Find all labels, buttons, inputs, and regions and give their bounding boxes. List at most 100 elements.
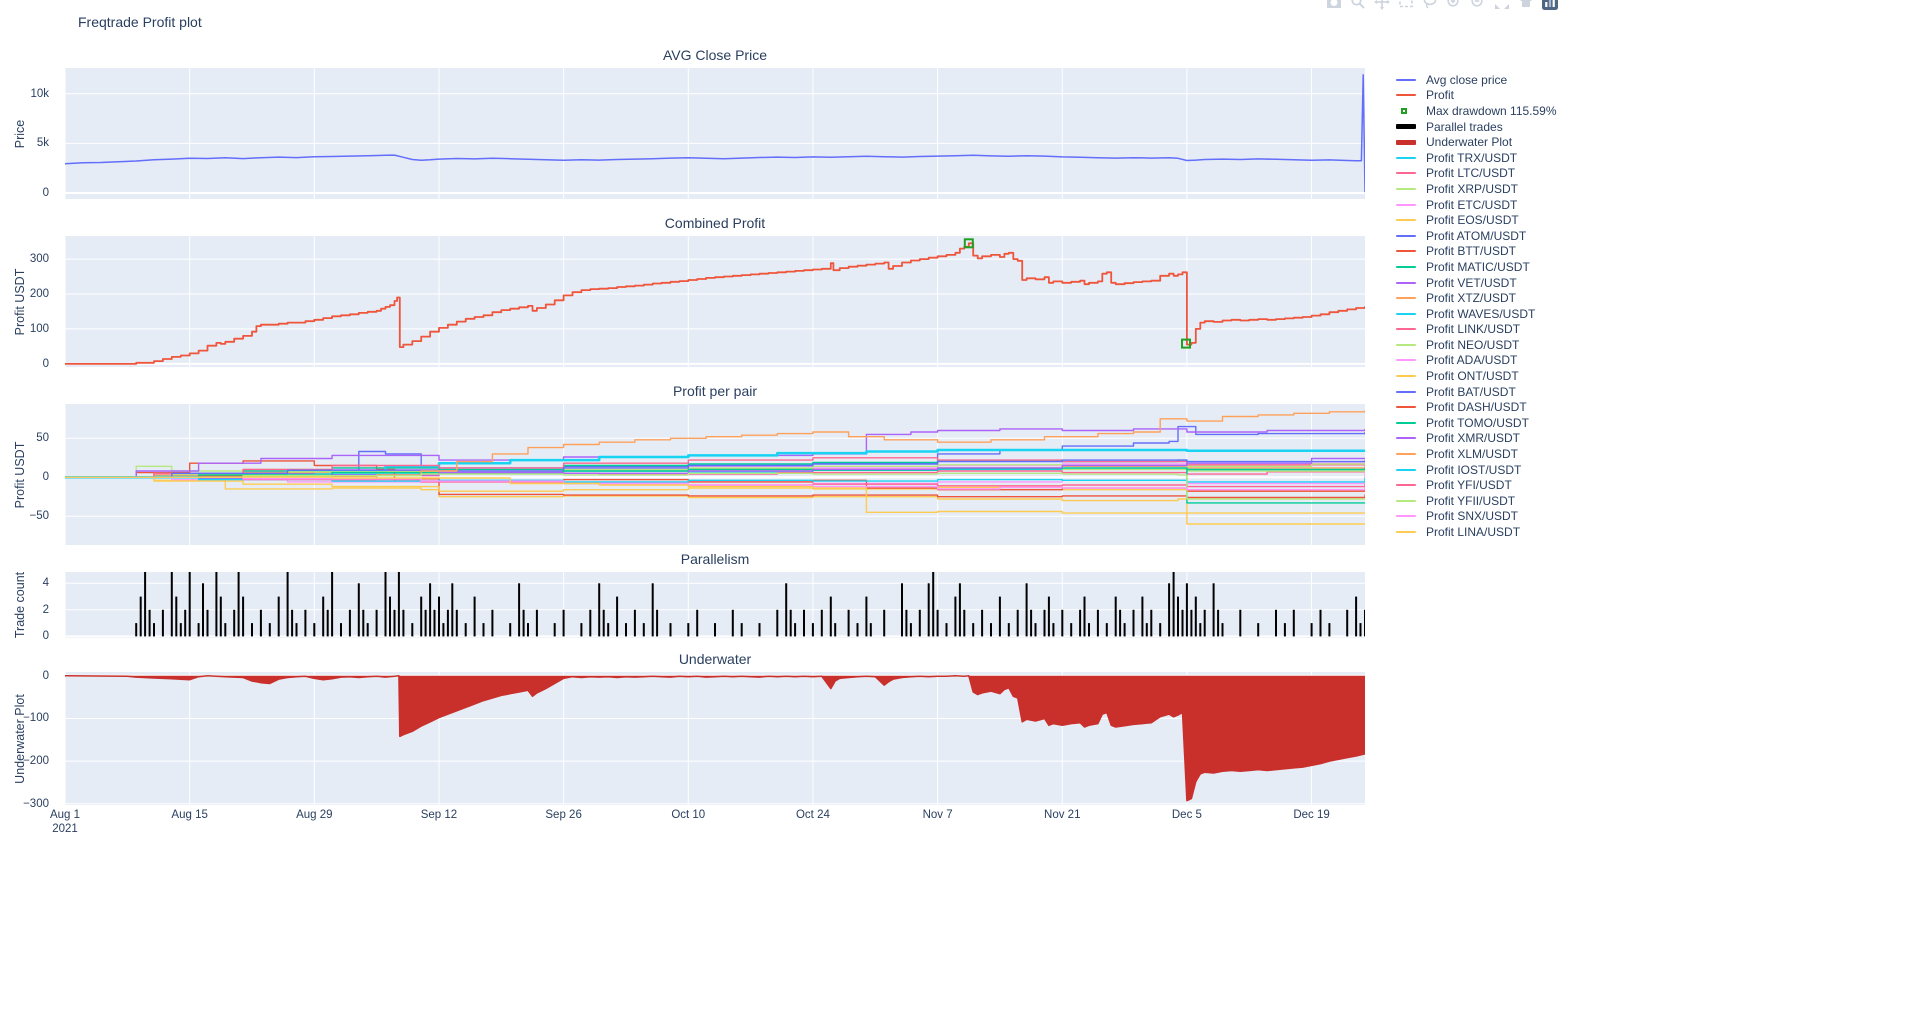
- legend-item[interactable]: Profit TOMO/USDT: [1396, 415, 1566, 431]
- zoom-icon[interactable]: [1350, 0, 1366, 10]
- subplot-profit-per-pair: Profit per pair Profit USDT −50 0 50: [13, 383, 1365, 545]
- legend-item[interactable]: Profit NEO/USDT: [1396, 337, 1566, 353]
- pan-icon[interactable]: [1374, 0, 1390, 10]
- legend-label: Profit LINK/USDT: [1426, 322, 1521, 337]
- plot-area-combined-profit[interactable]: [65, 236, 1365, 367]
- legend-label: Profit XRP/USDT: [1426, 181, 1519, 196]
- legend-line-swatch-icon: [1396, 156, 1422, 159]
- legend-item[interactable]: Profit ETC/USDT: [1396, 197, 1566, 213]
- legend-line-swatch-icon: [1396, 499, 1422, 502]
- legend-line-swatch-icon: [1396, 187, 1422, 190]
- legend-item[interactable]: Profit VET/USDT: [1396, 275, 1566, 291]
- legend-line-swatch-icon: [1396, 203, 1422, 206]
- legend-line-swatch-icon: [1396, 250, 1422, 253]
- legend-item[interactable]: Profit ATOM/USDT: [1396, 228, 1566, 244]
- plot-area-profit-per-pair[interactable]: [65, 404, 1365, 545]
- legend-line-swatch-icon: [1396, 531, 1422, 534]
- y-tick-label: 0: [42, 669, 49, 682]
- legend-item[interactable]: Profit YFI/USDT: [1396, 477, 1566, 493]
- legend-item[interactable]: Profit BTT/USDT: [1396, 244, 1566, 260]
- legend-item[interactable]: Profit XTZ/USDT: [1396, 290, 1566, 306]
- y-tick-labels: 0 −100 −200 −300: [3, 669, 57, 810]
- subplot-underwater: Underwater Underwater Plot 0 −100 −200 −300: [13, 651, 1365, 810]
- legend-label: Profit ATOM/USDT: [1426, 228, 1527, 243]
- legend-item[interactable]: Profit EOS/USDT: [1396, 212, 1566, 228]
- y-tick-label: −300: [23, 797, 49, 810]
- legend-item[interactable]: Profit ONT/USDT: [1396, 368, 1566, 384]
- legend-line-swatch-icon: [1396, 172, 1422, 175]
- plotly-logo-icon[interactable]: [1542, 0, 1558, 10]
- y-tick-label: 300: [29, 253, 49, 266]
- legend-item[interactable]: Profit ADA/USDT: [1396, 353, 1566, 369]
- legend-item[interactable]: Profit TRX/USDT: [1396, 150, 1566, 166]
- camera-icon[interactable]: [1326, 0, 1342, 10]
- legend-line-swatch-icon: [1396, 515, 1422, 518]
- legend-line-swatch-icon: [1396, 265, 1422, 268]
- legend-item[interactable]: Avg close price: [1396, 72, 1566, 88]
- legend-item[interactable]: Profit LTC/USDT: [1396, 166, 1566, 182]
- legend-label: Profit IOST/USDT: [1426, 462, 1522, 477]
- legend-item[interactable]: Profit XLM/USDT: [1396, 446, 1566, 462]
- legend-item[interactable]: Profit SNX/USDT: [1396, 509, 1566, 525]
- legend-item[interactable]: Profit LINK/USDT: [1396, 322, 1566, 338]
- legend-line-swatch-icon: [1396, 234, 1422, 237]
- legend-line-swatch-icon: [1396, 421, 1422, 424]
- subplot-avg-close-price: AVG Close Price Price 0 5k 10k: [13, 47, 1365, 199]
- y-tick-label: 100: [29, 322, 49, 335]
- figure-title: Freqtrade Profit plot: [78, 14, 202, 30]
- legend-line-swatch-icon: [1396, 219, 1422, 222]
- legend-line-swatch-icon: [1396, 390, 1422, 393]
- y-tick-label: 0: [42, 357, 49, 370]
- legend-line-swatch-icon: [1396, 484, 1422, 487]
- legend-label: Profit SNX/USDT: [1426, 509, 1519, 524]
- legend-label: Profit XLM/USDT: [1426, 447, 1519, 462]
- legend-line-swatch-icon: [1396, 328, 1422, 331]
- legend-line-swatch-icon: [1396, 139, 1422, 145]
- legend-item[interactable]: Profit LINA/USDT: [1396, 524, 1566, 540]
- subplot-title: Underwater: [678, 651, 752, 667]
- lasso-select-icon[interactable]: [1422, 0, 1438, 10]
- legend-label: Profit MATIC/USDT: [1426, 259, 1530, 274]
- y-tick-label: −50: [29, 510, 49, 523]
- legend-line-swatch-icon: [1396, 375, 1422, 378]
- y-tick-labels: 0 100 200 300: [3, 236, 57, 370]
- y-tick-label: −100: [23, 712, 49, 725]
- x-tick-label: Dec 19: [1293, 809, 1330, 821]
- legend-item[interactable]: Profit BAT/USDT: [1396, 384, 1566, 400]
- y-tick-label: 2: [42, 603, 49, 616]
- legend-label: Profit ETC/USDT: [1426, 197, 1518, 212]
- x-axis-labels: Aug 1 2021 Aug 15 Aug 29 Sep 12 Sep 26 Oct 10 O…: [50, 808, 1365, 842]
- legend-label: Profit ONT/USDT: [1426, 369, 1519, 384]
- box-select-icon[interactable]: [1398, 0, 1414, 10]
- subplot-title: Parallelism: [680, 551, 750, 567]
- legend-item[interactable]: Profit XRP/USDT: [1396, 181, 1566, 197]
- legend-item[interactable]: Profit: [1396, 88, 1566, 104]
- zoom-out-icon[interactable]: [1470, 0, 1486, 10]
- legend-item[interactable]: Max drawdown 115.59%: [1396, 103, 1566, 119]
- plot-area-avg-close-price[interactable]: [65, 68, 1365, 199]
- legend-item[interactable]: Profit MATIC/USDT: [1396, 259, 1566, 275]
- legend-item[interactable]: Parallel trades: [1396, 119, 1566, 135]
- drawdown-square-marker-icon: [1396, 107, 1422, 114]
- legend-item[interactable]: Underwater Plot: [1396, 134, 1566, 150]
- y-tick-label: 0: [42, 187, 49, 200]
- plot-area-parallelism[interactable]: [65, 572, 1365, 638]
- legend-item[interactable]: Profit WAVES/USDT: [1396, 306, 1566, 322]
- plot-area-underwater[interactable]: [65, 672, 1365, 805]
- legend-label: Profit YFII/USDT: [1426, 493, 1516, 508]
- x-tick-label: Oct 10: [671, 809, 706, 821]
- legend-line-swatch-icon: [1396, 94, 1422, 97]
- legend-label: Profit XMR/USDT: [1426, 431, 1521, 446]
- legend-item[interactable]: Profit DASH/USDT: [1396, 399, 1566, 415]
- legend-label: Profit BTT/USDT: [1426, 244, 1517, 259]
- legend-label: Profit LINA/USDT: [1426, 525, 1521, 540]
- zoom-in-icon[interactable]: [1446, 0, 1462, 10]
- legend-item[interactable]: Profit YFII/USDT: [1396, 493, 1566, 509]
- y-tick-label: 4: [42, 577, 49, 590]
- reset-axes-icon[interactable]: [1518, 0, 1534, 10]
- autoscale-icon[interactable]: [1494, 0, 1510, 10]
- y-tick-label: 5k: [36, 137, 49, 150]
- legend-item[interactable]: Profit XMR/USDT: [1396, 431, 1566, 447]
- legend-item[interactable]: Profit IOST/USDT: [1396, 462, 1566, 478]
